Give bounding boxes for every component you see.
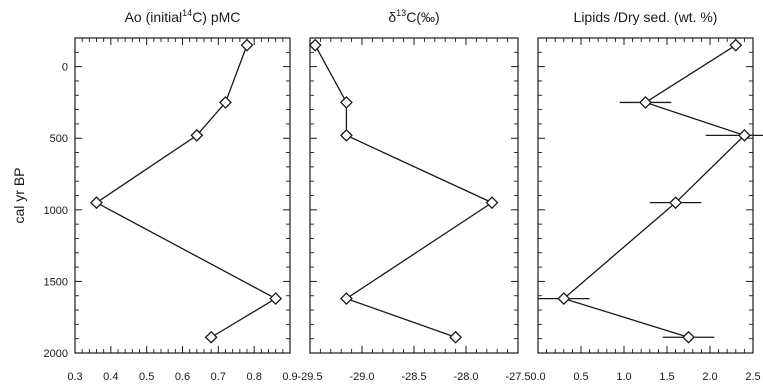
data-point-marker bbox=[269, 292, 283, 306]
data-point-marker bbox=[737, 128, 751, 142]
data-point-marker bbox=[639, 96, 652, 109]
data-point-marker bbox=[339, 128, 353, 142]
y-tick-label: 2000 bbox=[44, 348, 68, 360]
x-tick-label: 0.5 bbox=[139, 371, 154, 383]
y-axis-label-group: cal yr BP bbox=[11, 167, 27, 223]
x-tick-label: -29.0 bbox=[349, 371, 374, 383]
chart-panels: Ao (initial14C) pMC 0.3 0.4 0.5 0.6 0.7 0.8 0.9… bbox=[67, 8, 763, 383]
x-tick-label: -28.5 bbox=[401, 371, 426, 383]
y-tick-label: 1000 bbox=[44, 205, 68, 217]
chart-title: Lipids /Dry sed. (wt. %) bbox=[574, 9, 718, 25]
x-tick-label: 0.9 bbox=[282, 371, 297, 383]
y-tick-label: 1500 bbox=[44, 276, 68, 288]
series-line bbox=[314, 44, 494, 338]
data-point-marker bbox=[240, 38, 254, 52]
x-tick-label: 1.0 bbox=[616, 371, 631, 383]
x-tick-label: -28.0 bbox=[453, 371, 478, 383]
y-tick-label: 0 bbox=[62, 62, 68, 74]
chart-panel-3: Lipids /Dry sed. (wt. %) 0.0 0.5 1.0 1.5 2.0 2… bbox=[530, 9, 763, 383]
data-point-marker bbox=[449, 330, 463, 344]
data-point-marker bbox=[308, 38, 322, 52]
y-tick-label: 500 bbox=[50, 133, 68, 145]
x-tick-label: 2.0 bbox=[702, 371, 717, 383]
title-part: Lipids /Dry sed. (wt. %) bbox=[574, 9, 718, 25]
title-part: C(‰) bbox=[406, 9, 439, 25]
x-tick-label: 0.4 bbox=[103, 371, 118, 383]
title-superscript: 13 bbox=[396, 8, 406, 18]
x-tick-label: 0.0 bbox=[530, 371, 545, 383]
x-tick-label: -27.5 bbox=[505, 371, 530, 383]
y-tick-labels: 0 500 1000 1500 2000 bbox=[44, 62, 68, 360]
x-tick-label: 0.3 bbox=[67, 371, 82, 383]
title-part: δ bbox=[388, 9, 396, 25]
data-point-marker bbox=[204, 330, 218, 344]
data-point-marker bbox=[669, 196, 683, 210]
data-point-marker bbox=[339, 292, 353, 306]
title-superscript: 14 bbox=[182, 8, 192, 18]
series-line bbox=[562, 44, 746, 338]
data-point-marker bbox=[190, 128, 204, 142]
title-part: Ao (initial bbox=[125, 9, 183, 25]
data-point-marker bbox=[90, 196, 103, 210]
x-tick-label: 0.5 bbox=[573, 371, 588, 383]
data-point-marker bbox=[729, 38, 743, 52]
data-point-marker bbox=[557, 292, 571, 306]
chart-title: δ13C(‰) bbox=[388, 8, 439, 25]
plot-frame bbox=[537, 37, 754, 354]
chart-panel-1: Ao (initial14C) pMC 0.3 0.4 0.5 0.6 0.7 0.8 0.9 bbox=[67, 8, 297, 383]
title-part: C) pMC bbox=[192, 9, 240, 25]
chart-title: Ao (initial14C) pMC bbox=[125, 8, 241, 25]
x-tick-label: 2.5 bbox=[745, 371, 760, 383]
x-tick-label: 0.7 bbox=[211, 371, 226, 383]
x-tick-label: -29.5 bbox=[297, 371, 322, 383]
x-tick-label: 1.5 bbox=[659, 371, 674, 383]
x-tick-label: 0.6 bbox=[175, 371, 190, 383]
data-point-marker bbox=[682, 330, 695, 344]
x-tick-label: 0.8 bbox=[247, 371, 262, 383]
y-axis-label: cal yr BP bbox=[11, 167, 27, 223]
series-line bbox=[95, 44, 277, 338]
data-point-marker bbox=[339, 96, 353, 109]
data-point-marker bbox=[219, 96, 232, 109]
data-point-marker bbox=[485, 196, 499, 210]
chart-panel-2: δ13C(‰) -29.5 -29.0 -28.5 -28.0 -27.5 bbox=[297, 8, 530, 383]
plot-frame bbox=[309, 37, 519, 354]
